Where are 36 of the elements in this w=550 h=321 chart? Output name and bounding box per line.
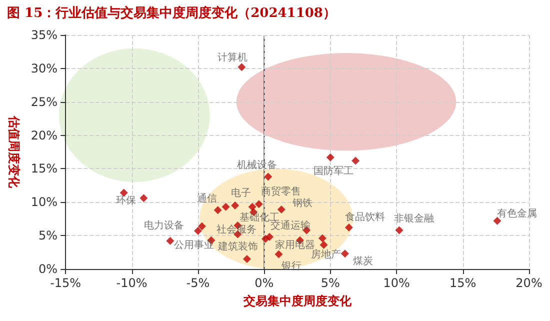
x-tick-label: -5% xyxy=(186,276,210,290)
y-tick-label: 25% xyxy=(30,94,58,109)
data-label: 食品饮料 xyxy=(344,211,385,224)
y-tick-label: 30% xyxy=(30,61,58,76)
x-tick-label: -10% xyxy=(116,276,148,290)
data-label: 计算机 xyxy=(218,52,248,64)
data-label: 建筑装饰 xyxy=(216,240,258,252)
data-label: 电子 xyxy=(231,186,252,199)
data-label: 国防军工 xyxy=(313,164,354,177)
data-label: 环保 xyxy=(116,195,136,206)
y-tick-label: 0% xyxy=(38,262,58,276)
y-tick-label: 10% xyxy=(30,195,58,210)
y-tick-label: 35% xyxy=(30,28,58,42)
x-tick-label: 20% xyxy=(516,276,542,290)
data-label: 电力设备 xyxy=(144,220,184,232)
data-label: 有色金属 xyxy=(497,207,538,220)
data-label: 钢铁 xyxy=(291,196,312,209)
data-label: 公用事业 xyxy=(174,238,214,251)
y-tick-label: 15% xyxy=(30,162,58,176)
x-tick-label: -15% xyxy=(50,276,82,290)
data-label: 煤炭 xyxy=(352,255,373,268)
data-label: 社会服务 xyxy=(216,224,257,236)
x-tick-label: 5% xyxy=(320,276,340,290)
y-axis-title: 估值周度变化 xyxy=(7,115,21,189)
x-tick-label: 15% xyxy=(449,276,476,290)
data-label: 通信 xyxy=(196,192,217,205)
data-label: 家用电器 xyxy=(274,238,315,251)
data-label: 非银金融 xyxy=(394,212,434,225)
chart-title: 图 15：行业估值与交易集中度周度变化（20241108） xyxy=(7,5,336,21)
x-axis-title: 交易集中度周度变化 xyxy=(242,294,352,308)
x-tick-label: 0% xyxy=(254,276,274,290)
y-tick-label: 20% xyxy=(30,128,58,142)
y-tick-label: 5% xyxy=(38,228,58,243)
x-tick-label: 10% xyxy=(383,276,410,290)
data-label: 房地产 xyxy=(310,248,341,260)
data-label: 银行 xyxy=(280,260,302,272)
